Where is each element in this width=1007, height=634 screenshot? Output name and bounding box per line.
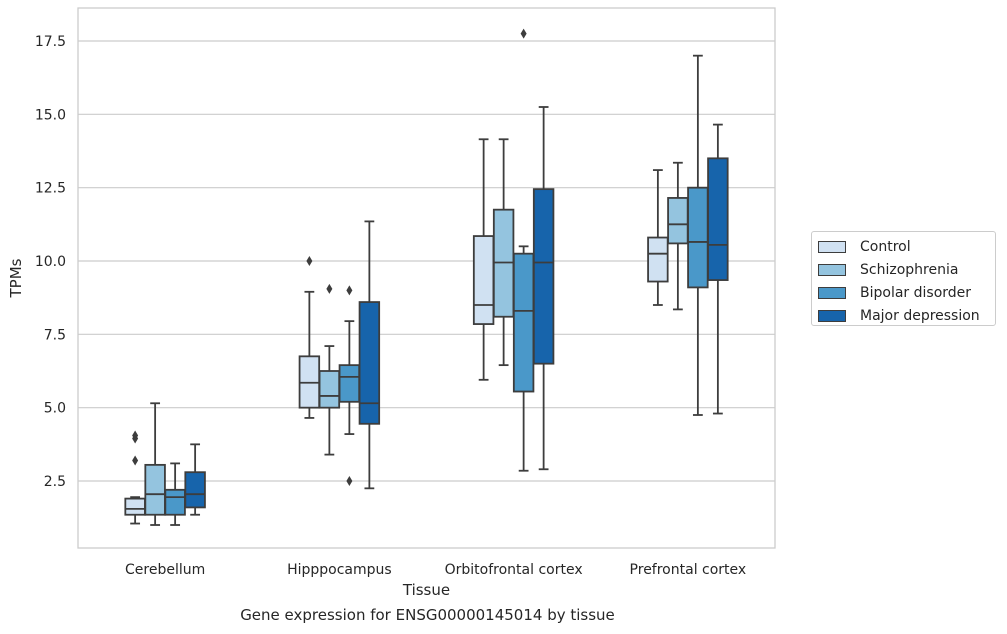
box-plot [358,220,381,490]
box [184,471,206,509]
y-tick-label: 5.0 [44,401,66,417]
y-tick-label: 12.5 [35,181,66,197]
box [512,252,535,393]
outlier-point [132,455,139,466]
y-axis-label: TPMs [7,258,25,298]
legend-swatch [818,286,846,299]
outlier-point [346,285,353,296]
box-plot [164,462,186,526]
legend-item: Major depression [818,304,995,327]
box-plot [124,430,146,525]
legend-swatch [818,240,846,253]
legend-label: Bipolar disorder [860,284,972,301]
box-plot [512,28,535,472]
box-plot [298,256,321,419]
box-plot [647,169,669,306]
box-plot [318,283,341,456]
legend-label: Schizophrenia [860,261,959,278]
legend-swatch [818,309,846,322]
y-tick-label: 7.5 [44,327,66,343]
y-tick-label: 17.5 [35,34,66,50]
box [667,197,689,245]
x-tick-label: Cerebellum [125,562,205,578]
outlier-point [132,430,139,441]
y-tick-label: 2.5 [44,474,66,490]
box-plot [338,285,361,486]
box-plot [687,54,709,416]
box [707,157,729,281]
legend-item: Bipolar disorder [818,281,995,304]
legend: Control Schizophrenia Bipolar disorder Majo… [811,231,996,326]
box-plot [667,161,689,311]
legend-label: Control [860,238,911,255]
box [318,370,341,409]
box [164,488,186,516]
x-tick-label: Prefrontal cortex [630,562,747,578]
box-plot [144,402,166,526]
box-plots [124,28,729,526]
legend-item: Control [818,235,995,258]
plot-background [78,8,775,548]
y-tick-labels: 2.5 5.0 7.5 10.0 12.5 15.0 17.5 [35,34,66,490]
box-plot [532,106,555,471]
plot-frame [77,7,776,549]
box [124,497,146,516]
outlier-point [520,28,527,39]
x-axis-label: Tissue [402,581,450,599]
box [144,463,166,516]
x-tick-label: Orbitofrontal cortex [445,562,583,578]
box-plot [707,123,729,415]
x-tick-label: Hipppocampus [287,562,392,578]
box [532,188,555,365]
y-tick-label: 10.0 [35,254,66,270]
legend-swatch [818,263,846,276]
box [647,236,669,283]
box [358,301,381,425]
box [338,364,361,403]
x-tick-labels: Cerebellum Hipppocampus Orbitofrontal cort… [125,562,746,578]
chart-caption: Gene expression for ENSG00000145014 by t… [240,606,615,624]
y-tick-label: 15.0 [35,107,66,123]
outlier-point [346,476,353,486]
outlier-point [306,256,313,266]
legend-label: Major depression [860,307,980,324]
box-plot [184,443,206,516]
box [472,235,495,325]
outlier-point [326,283,333,294]
box [687,186,709,289]
legend-item: Schizophrenia [818,258,995,281]
